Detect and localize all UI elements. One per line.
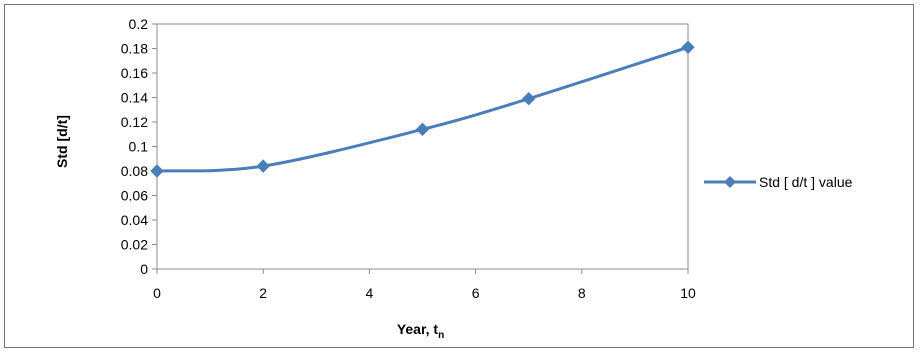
y-tick-label: 0.12 (121, 114, 148, 130)
y-axis-title: Std [d/t] (54, 115, 70, 168)
data-point-marker (521, 92, 536, 106)
y-tick-label: 0.2 (129, 16, 149, 32)
x-tick-label: 8 (578, 285, 586, 301)
series-line (156, 45, 689, 173)
data-point-marker (681, 40, 695, 54)
x-tick-label: 10 (680, 285, 696, 301)
x-tick-label: 4 (366, 285, 374, 301)
y-tick-label: 0.1 (129, 139, 149, 155)
y-axis-ticks: 0 0.02 0.04 0.06 0.08 0.1 0.12 0.14 0.16 0.18 0.2 (121, 16, 157, 277)
data-point-marker (256, 159, 270, 173)
legend-label: Std [ d/t ] value (759, 174, 853, 190)
y-tick-label: 0.08 (121, 163, 148, 179)
y-tick-label: 0.04 (121, 212, 148, 228)
data-point-marker (415, 122, 430, 137)
x-axis-ticks: 0 2 4 6 8 10 (153, 269, 696, 301)
plot-area (156, 23, 689, 270)
series-layer (150, 40, 695, 178)
legend-marker (724, 176, 736, 188)
y-tick-label: 0 (140, 261, 148, 277)
y-tick-label: 0.18 (121, 41, 148, 57)
x-axis-title-main: Year, t (397, 321, 439, 337)
y-tick-label: 0.14 (121, 90, 148, 106)
x-tick-label: 0 (153, 285, 161, 301)
y-tick-label: 0.02 (121, 237, 148, 253)
x-axis-title-subscript: n (438, 330, 444, 341)
data-point-marker (150, 164, 164, 178)
x-tick-label: 6 (472, 285, 480, 301)
x-axis-title: Year, tn (397, 321, 444, 341)
legend: Std [ d/t ] value (704, 174, 853, 190)
y-tick-label: 0.16 (121, 65, 148, 81)
x-tick-label: 2 (259, 285, 267, 301)
y-tick-label: 0.06 (121, 188, 148, 204)
